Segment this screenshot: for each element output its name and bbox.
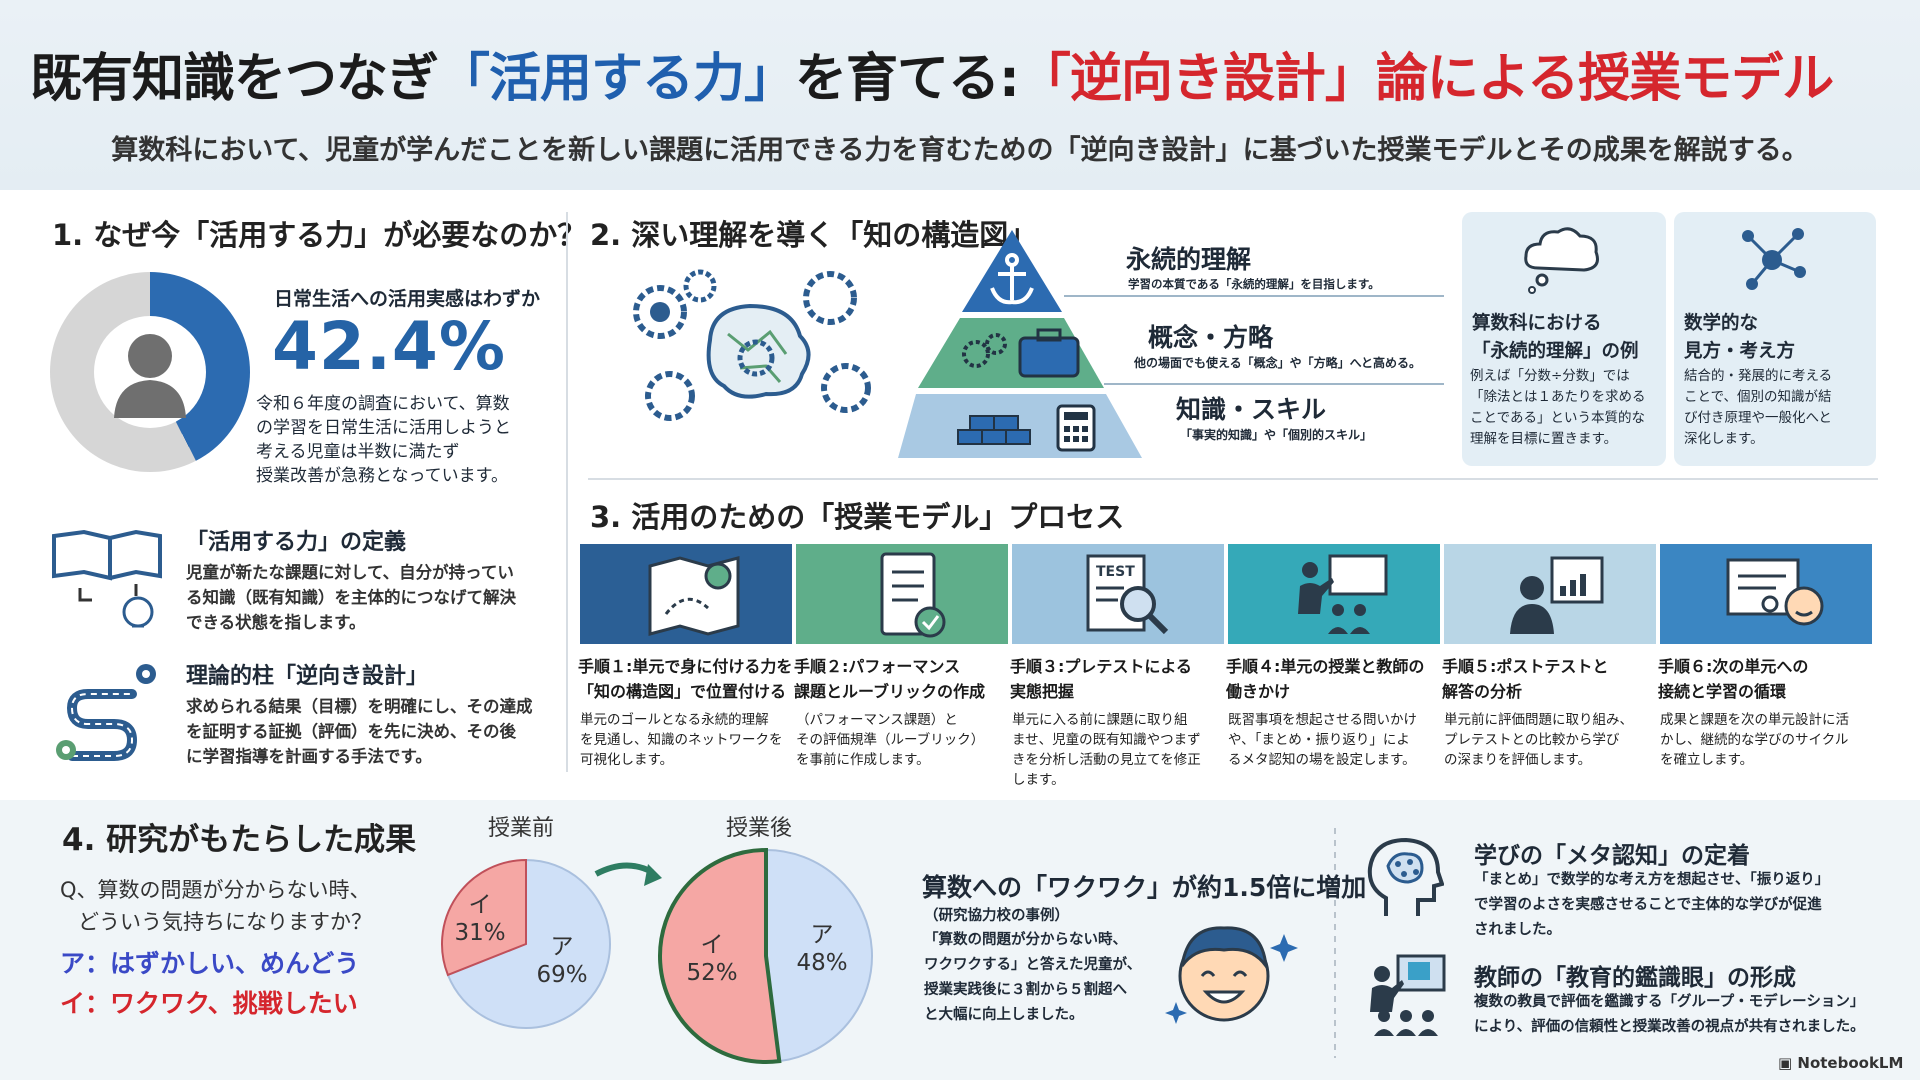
pyramid-level3-desc: 「事実的知識」や「個別的スキル」 [1180,428,1373,442]
book-lightbulb-icon [52,529,162,628]
step-2-body: （パフォーマンス課題）と その評価規準（ルーブリック） を事前に作成します。 [796,712,985,768]
pie-before: ア69% イ31% [441,858,611,1029]
pie-label-a: ア [551,934,574,960]
divider [566,212,568,772]
stat-value: 42.4% [272,308,506,385]
step-5-title: 手順５:ポストテストと 解答の分析 [1442,657,1609,701]
theory-title: 理論的柱「逆向き設計」 [186,664,429,689]
pie-label-a: 69% [536,962,587,988]
pyramid-level3-title: 知識・スキル [1176,395,1327,424]
increase-text: 「算数の問題が分からない時、 ワクワクする」と答えた児童が、 授業実践後に３割か… [924,932,1142,1023]
step-3-body: 単元に入る前に課題に取り組 ませ、児童の既有知識やつまず きを分析し活動の見立てを修… [1012,712,1201,788]
definition-title: 「活用する力」の定義 [186,530,407,555]
network-nodes-icon [1742,228,1806,290]
route-map-icon [56,664,156,761]
arrow-shaft [594,862,654,877]
step-6-icon [1726,558,1824,626]
knowledge-pyramid [898,230,1444,458]
brain-head-icon [1367,837,1444,916]
step-2-image [796,544,1008,644]
step-1-image [580,544,792,644]
survey-question: Q、算数の問題が分からない時、 どういう気持ちになりますか？ [60,878,372,934]
section4-heading: 4. 研究がもたらした成果 [62,822,417,858]
person-icon [114,334,186,418]
pie-after: ア48% イ52% [658,847,873,1064]
page-title: 既有知識をつなぎ「活用する力」を育てる:「逆向き設計」論による授業モデル [30,49,1834,109]
step-6-image [1660,544,1872,644]
option-a: ア：はずかしい、めんどう [60,949,360,978]
header [0,0,1920,190]
thought-cloud-icon [1524,227,1599,294]
step-3-image: TEST [1012,544,1224,644]
arrow-head [644,864,662,886]
step-4-image [1228,544,1440,644]
divider [1334,828,1336,1058]
step-5-body: 単元前に評価問題に取り組み、 プレテストとの比較から学び の深まりを評価します。 [1444,712,1633,768]
after-label: 授業後 [726,816,793,841]
section1-heading: 1. なぜ今「活用する力」が必要なのか？ [52,218,587,252]
card1-title: 算数科における 「永続的理解」の例 [1472,313,1639,362]
pyramid-level2-desc: 他の場面でも使える「概念」や「方略」へと高める。 [1134,356,1422,370]
page-subtitle: 算数科において、児童が学んだことを新しい課題に活用できる力を育むための「逆向き設… [111,135,1809,166]
brain-gears-icon [633,269,871,421]
meta-text: 「まとめ」で数学的な考え方を想起させ、「振り返り」 で学習のよさを実感させること… [1474,872,1830,938]
step-2-icon [880,552,946,638]
step-1-icon [648,556,740,636]
option-i: イ：ワクワク、挑戦したい [60,989,358,1018]
step-4-icon [1298,554,1388,634]
teacher-title: 教師の「教育的鑑識眼」の形成 [1474,965,1796,991]
pie-charts: ア69%イ31% ア48%イ52% [441,847,873,1064]
pyramid-level1-title: 永続的理解 [1126,245,1252,274]
stat-description: 令和６年度の調査において、算数 の学習を日常生活に活用しようと 考える児童は半数… [256,394,511,486]
pyramid-level1-desc: 学習の本質である「永続的理解」を目指します。 [1128,277,1380,291]
pie-slice-i [441,858,527,977]
step-1-body: 単元のゴールとなる永続的理解 を見通し、知識のネットワークを 可視化します。 [580,712,783,768]
step-5-icon [1510,556,1604,634]
notebook-icon: ▣ [1778,1054,1798,1072]
section2-heading: 2. 深い理解を導く「知の構造図」 [590,218,1038,252]
divider [588,478,1878,480]
pie-slice-i [658,847,782,1064]
section3-heading: 3. 活用のための「授業モデル」プロセス [590,500,1125,534]
pie-label-i: イ [469,892,492,918]
increase-title: 算数への「ワクワク」が約1.5倍に増加 [922,873,1367,902]
stat-caption: 日常生活への活用実感はわずか [274,288,541,310]
pie-label-i: 31% [454,920,505,946]
pyramid-level2-title: 概念・方略 [1148,323,1274,352]
pie-label-a: ア [811,922,834,948]
card2-text: 結合的・発展的に考える ことで、個別の知識が結 び付き原理や一般化へと 深化しま… [1684,368,1833,447]
svg-text:TEST: TEST [1096,564,1135,580]
teacher-text: 複数の教員で評価を鑑識する「グループ・モデレーション」 により、評価の信頼性と授… [1474,994,1865,1035]
theory-text: 求められる結果（目標）を明確にし、その達成 を証明する証拠（評価）を先に決め、そ… [186,697,533,766]
card2-title: 数学的な 見方・考え方 [1684,313,1796,362]
increase-sub: （研究協力校の事例） [924,908,1069,924]
step-5-image [1444,544,1656,644]
meta-title: 学びの「メタ認知」の定着 [1474,843,1750,869]
pie-label-a: 48% [796,950,847,976]
pie-label-i: イ [701,932,724,958]
step-3-title: 手順３:プレテストによる 実態把握 [1010,657,1192,701]
teacher-board-icon [1370,954,1446,1036]
step-4-body: 既習事項を想起させる問いかけ や、「まとめ・振り返り」によ るメタ認知の場を設定しま… [1228,712,1417,768]
definition-text: 児童が新たな課題に対して、自分が持ってい る知識（既有知識）を主体的につなげて解… [186,563,516,632]
card1-text: 例えば「分数÷分数」では 「除法とは１あたりを求める ことである」という本質的な… [1470,368,1646,447]
results-section [0,800,1920,1080]
smiling-child-icon [1165,926,1298,1024]
step-1-title: 手順１:単元で身に付ける力を 「知の構造図」で位置付ける [578,657,793,701]
step-2-title: 手順２:パフォーマンス 課題とルーブリックの作成 [794,657,986,701]
pie-slice-a [765,848,873,1063]
pie-label-i: 52% [686,960,737,986]
brand-logo: ▣ NotebookLM [1778,1054,1904,1072]
step-4-title: 手順４:単元の授業と教師の 働きかけ [1226,657,1425,701]
step-6-body: 成果と課題を次の単元設計に活 かし、継続的な学びのサイクル を確立します。 [1660,712,1849,768]
before-label: 授業前 [488,816,555,841]
step-6-title: 手順６:次の単元への 接続と学習の循環 [1658,657,1809,701]
pie-slice-a [446,858,611,1029]
step-3-icon: TEST [1086,554,1169,635]
